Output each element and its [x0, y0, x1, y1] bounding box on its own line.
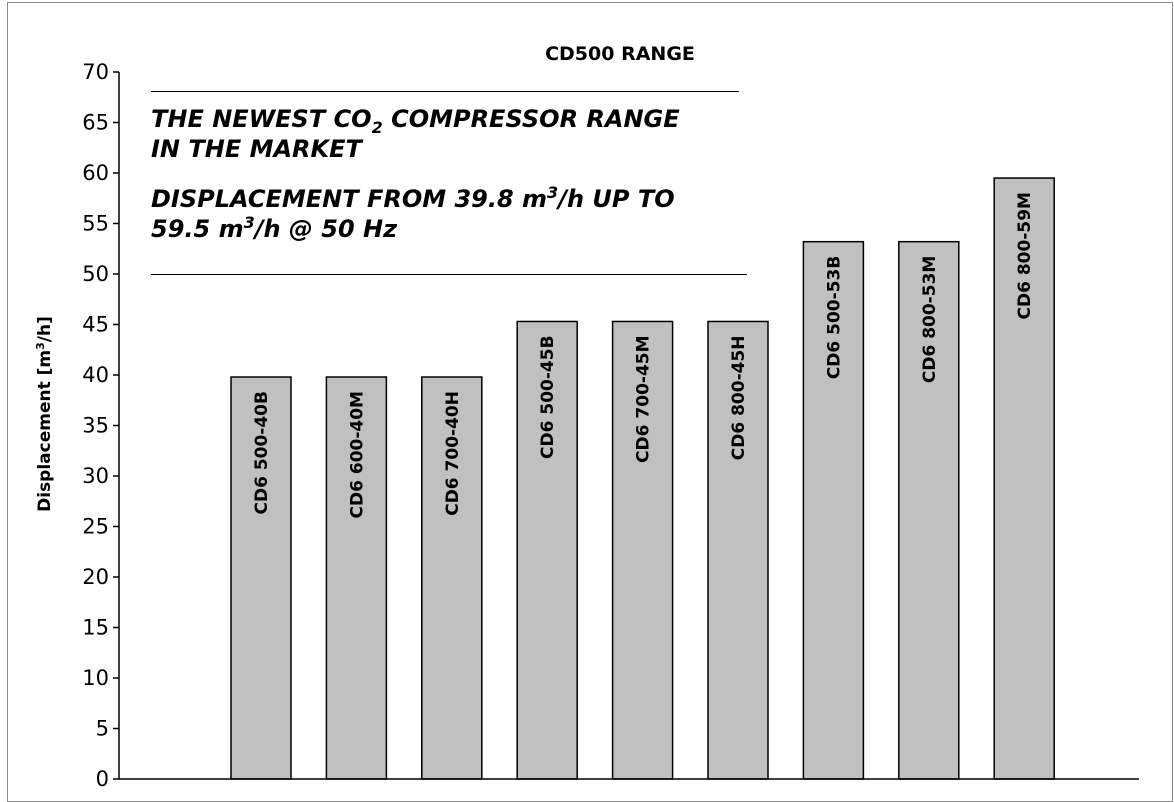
y-tick-label: 25 [82, 515, 109, 539]
annotation-line-1: THE NEWEST CO2 COMPRESSOR RANGE [151, 104, 751, 137]
bar [516, 320, 578, 780]
annotation-line-1-suffix: COMPRESSOR RANGE [382, 105, 680, 133]
bar [325, 376, 388, 780]
y-axis-label-sup: 3 [34, 342, 47, 350]
y-tick-label: 5 [96, 717, 109, 741]
annotation-top-rule [151, 91, 739, 92]
bar [611, 320, 674, 780]
y-axis-label-prefix: Displacement [m [35, 350, 55, 512]
bar-category-label: CD6 500-45B [538, 335, 558, 459]
chart-frame [7, 2, 1173, 802]
bar [802, 240, 865, 780]
annotation-line-3-sup: 3 [547, 183, 559, 202]
chart-title: CD500 RANGE [545, 43, 695, 65]
annotation-line-4-prefix: 59.5 m [151, 215, 244, 243]
y-tick-label: 30 [82, 464, 109, 488]
annotation-line-3: DISPLACEMENT FROM 39.8 m3/h UP TO [151, 184, 751, 214]
y-tick-label: 45 [82, 313, 109, 337]
bar [230, 376, 292, 780]
bar [421, 376, 483, 780]
y-tick-label: 65 [82, 111, 109, 135]
bar-category-label: CD6 600-40M [347, 391, 367, 518]
bar-category-label: CD6 700-45M [634, 335, 654, 462]
y-axis-label-suffix: /h] [35, 316, 55, 342]
annotation-bottom-rule [151, 274, 747, 275]
bar-category-label: CD6 500-53B [824, 256, 844, 380]
annotation-line-3-prefix: DISPLACEMENT FROM 39.8 m [151, 185, 548, 213]
annotation-line-4-sup: 3 [243, 213, 255, 232]
bar-category-label: CD6 800-45H [729, 335, 749, 460]
y-tick-label: 10 [82, 666, 109, 690]
bar-category-label: CD6 500-40B [252, 391, 272, 515]
y-axis-label: Displacement [m3/h] [34, 316, 56, 512]
y-tick-label: 40 [82, 363, 109, 387]
annotation-line-4-suffix: /h @ 50 Hz [254, 215, 398, 243]
y-tick-label: 70 [82, 60, 109, 84]
y-axis-ticks: 0 5 10 15 20 25 30 35 40 45 50 55 60 65 70 [82, 60, 119, 791]
bar [707, 320, 769, 780]
y-tick-label: 15 [82, 616, 109, 640]
y-tick-label: 55 [82, 212, 109, 236]
annotation-line-1-prefix: THE NEWEST CO [151, 105, 372, 133]
annotation-line-4: 59.5 m3/h @ 50 Hz [151, 214, 751, 244]
y-tick-label: 0 [96, 767, 109, 791]
annotation-line-3-suffix: /h UP TO [558, 185, 675, 213]
y-tick-label: 60 [82, 161, 109, 185]
bar-category-label: CD6 800-53M [920, 256, 940, 383]
bar-category-label: CD6 800-59M [1015, 192, 1035, 319]
annotation-line-1-sub: 2 [371, 117, 383, 137]
y-tick-label: 35 [82, 414, 109, 438]
bar [898, 240, 960, 780]
y-tick-label: 20 [82, 565, 109, 589]
annotation-box: THE NEWEST CO2 COMPRESSOR RANGE IN THE M… [151, 91, 751, 275]
y-tick-label: 50 [82, 262, 109, 286]
bar-category-label: CD6 700-40H [443, 391, 463, 516]
annotation-line-2: IN THE MARKET [151, 135, 362, 163]
